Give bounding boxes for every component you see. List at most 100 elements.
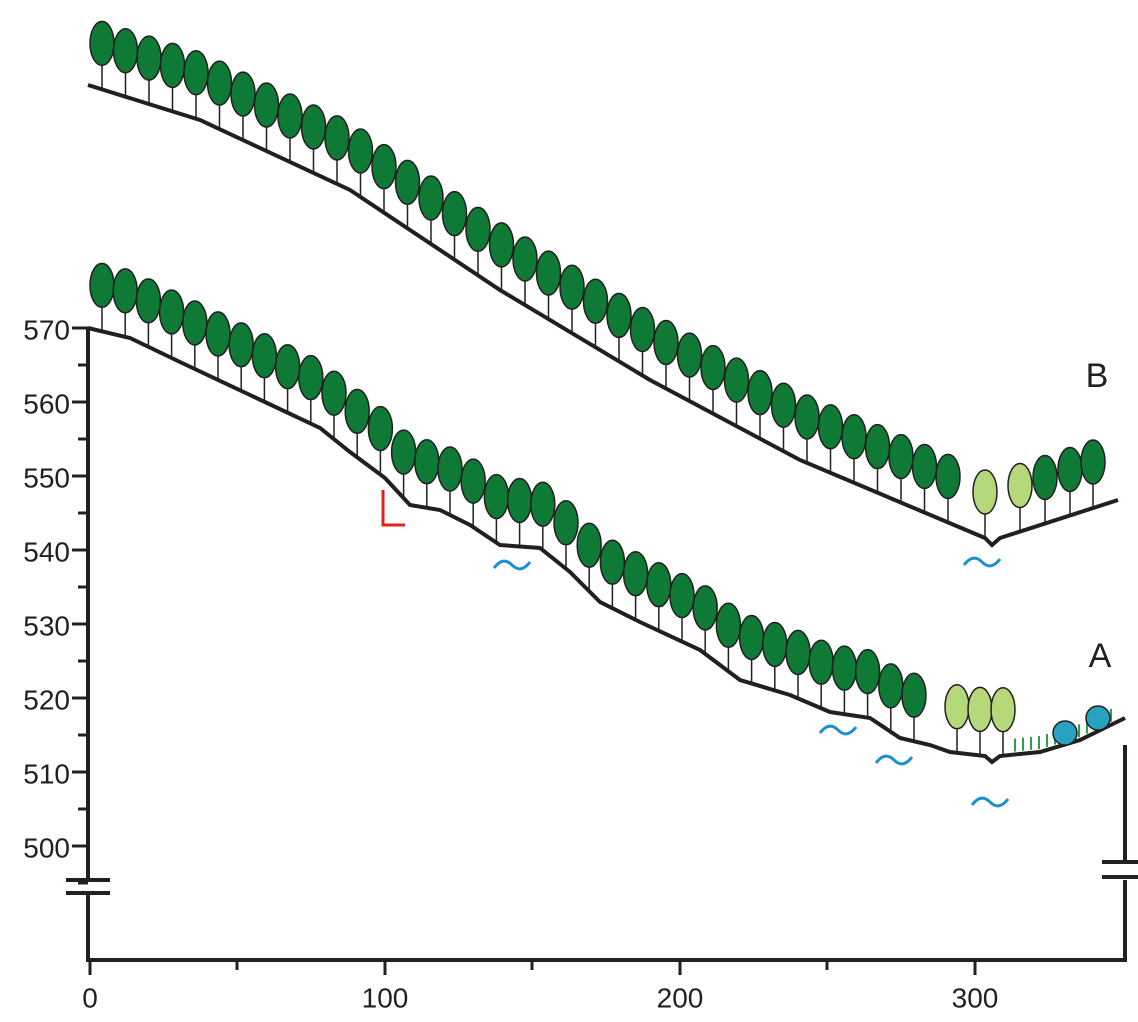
profile-label: A (1089, 637, 1112, 675)
profile-b (87, 83, 1119, 548)
tree (112, 27, 139, 74)
x-tick-label: 200 (657, 982, 704, 1013)
tree (460, 458, 486, 504)
tree (414, 439, 440, 485)
tree (253, 82, 280, 128)
tree (506, 477, 533, 524)
tree (347, 128, 374, 174)
tree (559, 264, 585, 310)
tree (182, 300, 208, 346)
tree (89, 262, 115, 309)
tree (967, 686, 993, 733)
water (874, 754, 914, 766)
tree (1007, 462, 1033, 509)
tree (512, 236, 538, 282)
y-tick-label: 500 (23, 832, 70, 863)
tree (762, 621, 788, 668)
profile-a (87, 326, 1126, 765)
tree (321, 370, 347, 416)
tree (841, 414, 867, 460)
tree (990, 686, 1016, 733)
tree (606, 292, 632, 339)
marker (381, 490, 405, 527)
tree (228, 322, 254, 368)
tree (808, 639, 834, 686)
tree (770, 382, 797, 428)
y-tick-label: 540 (23, 536, 70, 567)
x-tick-label: 100 (362, 982, 409, 1013)
tree (135, 278, 162, 324)
tree (669, 572, 695, 619)
y-tick-label: 570 (23, 314, 70, 345)
tree (300, 104, 327, 150)
tree (274, 343, 301, 390)
tree (911, 443, 938, 490)
tree (738, 614, 765, 661)
tree (159, 42, 186, 89)
tree (371, 143, 397, 190)
tree (794, 394, 820, 440)
tree (715, 602, 742, 649)
tree (878, 663, 904, 709)
tree (441, 190, 468, 237)
shrub (1052, 720, 1078, 746)
tree (676, 332, 703, 378)
tree (972, 469, 998, 515)
tree (700, 344, 726, 391)
tree (622, 551, 649, 597)
tree (653, 319, 679, 366)
y-tick-label: 510 (23, 758, 70, 789)
tree (251, 333, 278, 379)
tree (465, 206, 491, 253)
tree (888, 433, 914, 480)
x-axis (86, 880, 1127, 962)
tree (723, 357, 750, 403)
tree (944, 684, 970, 730)
tree (535, 250, 562, 296)
tree (344, 388, 370, 435)
x-tick-label: 0 (82, 982, 98, 1013)
tree (418, 175, 444, 221)
y-tick-label: 550 (23, 462, 70, 493)
tree (864, 423, 891, 470)
tree (390, 429, 417, 475)
tree (629, 306, 656, 353)
water (962, 556, 1002, 568)
tree (530, 481, 556, 527)
tree (901, 672, 927, 719)
tree (394, 159, 421, 206)
tree (1032, 454, 1058, 501)
tree (277, 93, 303, 139)
tree (817, 404, 844, 450)
water (970, 796, 1010, 808)
tree (324, 115, 350, 161)
tree (854, 648, 881, 695)
tree (183, 50, 209, 96)
water (818, 724, 858, 736)
tree (89, 20, 115, 67)
tree (298, 354, 324, 401)
shrub (1085, 705, 1111, 731)
tree (831, 645, 858, 691)
tree (230, 71, 256, 117)
tree (553, 500, 579, 546)
tree (112, 268, 138, 314)
water (492, 559, 532, 571)
tree (646, 562, 672, 608)
y-tick-label: 530 (23, 610, 70, 641)
x-tick-label: 300 (952, 982, 999, 1013)
tree (136, 35, 162, 81)
tree (935, 453, 961, 500)
tree (1080, 439, 1106, 485)
tree (747, 369, 773, 416)
tree (206, 60, 233, 106)
y-tick-label: 520 (23, 684, 70, 715)
tree (158, 289, 185, 335)
tree (692, 585, 718, 631)
tree (1057, 446, 1083, 493)
tree (437, 446, 463, 492)
profile-label: B (1086, 357, 1109, 395)
tree (582, 278, 609, 325)
tree (576, 522, 602, 568)
